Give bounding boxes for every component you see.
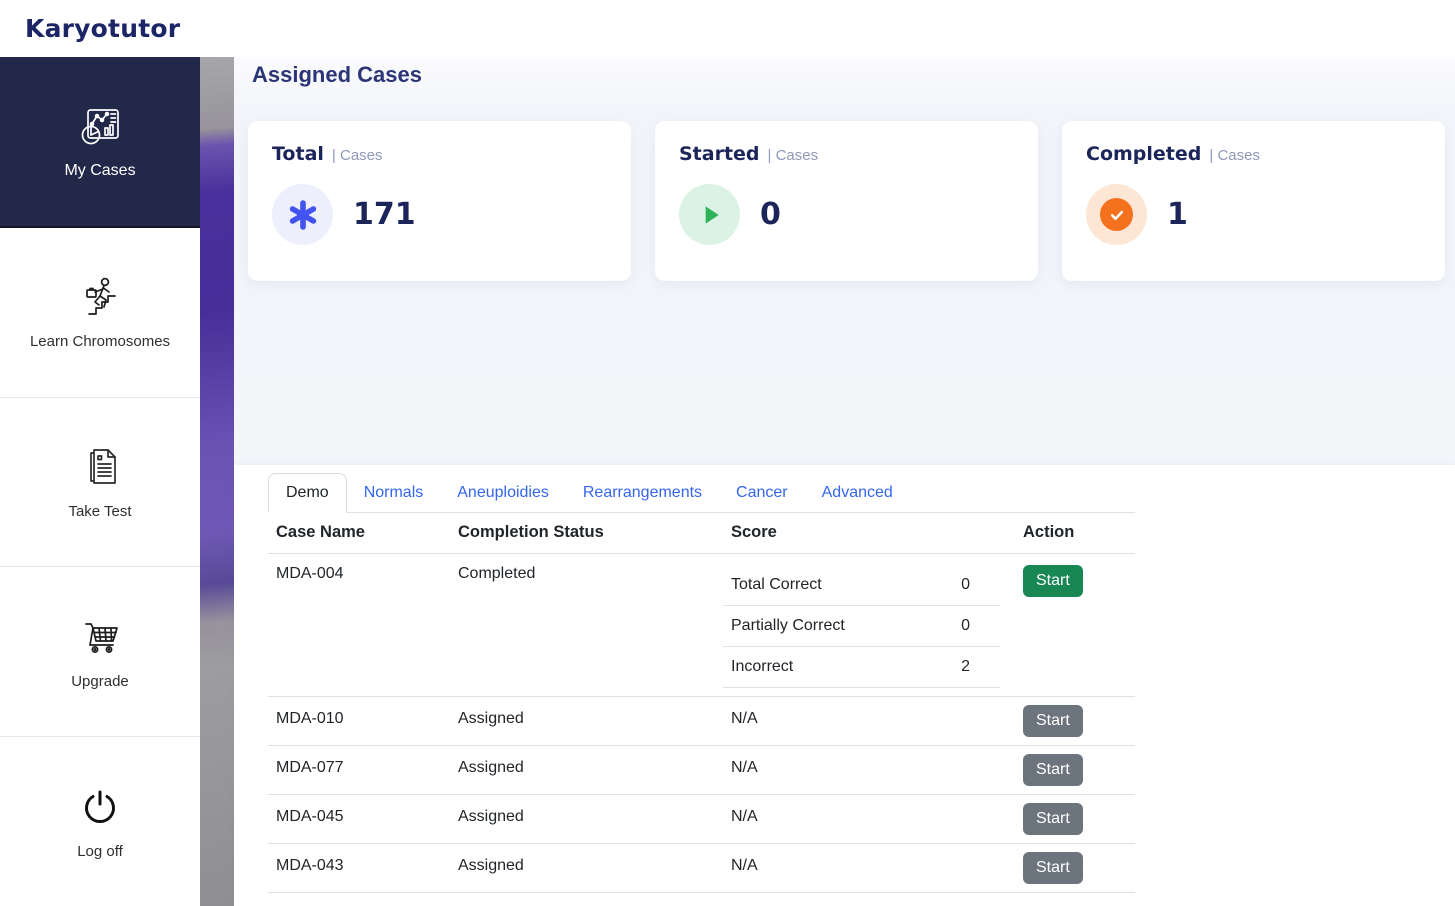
tab-advanced[interactable]: Advanced (821, 484, 893, 501)
page-title: Assigned Cases (252, 62, 422, 87)
sidebar-item-label: Take Test (68, 502, 132, 520)
action-cell: Start (1015, 844, 1135, 892)
case-name: MDA-004 (276, 565, 344, 582)
asterisk-icon (272, 184, 333, 245)
completion-status: Assigned (458, 710, 524, 727)
score-label: Incorrect (731, 658, 794, 675)
column-header-score: Score (731, 523, 777, 541)
score-breakdown-row: Incorrect 2 (723, 647, 1000, 688)
start-button[interactable]: Start (1023, 565, 1083, 597)
stat-card-subtitle: | Cases (767, 147, 819, 164)
check-icon (1086, 184, 1147, 245)
sidebar-item-learn-chromosomes[interactable]: Learn Chromosomes (0, 228, 200, 398)
stat-card-title: Total (272, 143, 324, 165)
score: N/A (731, 710, 758, 727)
table-header-row: Case Name Completion Status Score Action (268, 513, 1135, 554)
stat-card-title: Started (679, 143, 760, 165)
case-name: MDA-043 (276, 857, 344, 874)
tab-normals[interactable]: Normals (363, 484, 424, 501)
table-row: MDA-077 Assigned N/A Start (268, 746, 1135, 795)
stat-card-started: Started | Cases 0 (655, 121, 1038, 281)
start-button[interactable]: Start (1023, 754, 1083, 786)
table-row: MDA-004 Completed Total Correct 0 Partia… (268, 554, 1135, 697)
test-document-icon (76, 444, 124, 492)
main-content: Assigned Cases Total | Cases 17 (234, 57, 1455, 906)
play-icon (679, 184, 740, 245)
score-value: 0 (961, 576, 970, 593)
case-name: MDA-045 (276, 808, 344, 825)
sidebar-item-upgrade[interactable]: Upgrade (0, 567, 200, 738)
case-name: MDA-077 (276, 759, 344, 776)
sidebar-item-take-test[interactable]: Take Test (0, 398, 200, 568)
sidebar-item-label: My Cases (64, 161, 136, 179)
column-header-case-name: Case Name (276, 523, 365, 541)
completion-status: Assigned (458, 857, 524, 874)
table-row: MDA-045 Assigned N/A Start (268, 795, 1135, 844)
action-cell: Start (1015, 554, 1135, 696)
score: N/A (731, 857, 758, 874)
tab-demo[interactable]: Demo (268, 473, 347, 513)
learn-stairs-icon (76, 274, 124, 322)
sidebar-item-label: Learn Chromosomes (29, 333, 171, 351)
score-breakdown-row: Total Correct 0 (723, 565, 1000, 606)
completion-status: Completed (458, 565, 536, 582)
action-cell: Start (1015, 746, 1135, 794)
stat-cards: Total | Cases 171 Started (248, 121, 1455, 281)
stat-card-value: 1 (1167, 197, 1188, 232)
stat-card-value: 0 (760, 197, 781, 232)
score: N/A (731, 808, 758, 825)
score-value: 0 (961, 617, 970, 634)
stat-card-completed: Completed | Cases 1 (1062, 121, 1445, 281)
start-button[interactable]: Start (1023, 852, 1083, 884)
score-label: Total Correct (731, 576, 822, 593)
sidebar-item-label: Upgrade (71, 672, 129, 690)
app-logo: Karyotutor (25, 14, 181, 43)
stat-card-subtitle: | Cases (331, 147, 383, 164)
table-row: MDA-043 Assigned N/A Start (268, 844, 1135, 893)
score-label: Partially Correct (731, 617, 845, 634)
tab-rearrangements[interactable]: Rearrangements (582, 484, 703, 501)
table-row: MDA-010 Assigned N/A Start (268, 697, 1135, 746)
start-button[interactable]: Start (1023, 705, 1083, 737)
stat-card-subtitle: | Cases (1209, 147, 1260, 164)
sidebar: My Cases Learn Chromosomes (0, 57, 200, 906)
background-image-strip (200, 57, 234, 906)
action-cell: Start (1015, 697, 1135, 745)
cases-table: Case Name Completion Status Score Action… (268, 513, 1135, 893)
completion-status: Assigned (458, 759, 524, 776)
power-icon (76, 784, 124, 832)
completion-status: Assigned (458, 808, 524, 825)
case-category-tabs: Demo Normals Aneuploidies Rearrangements… (268, 473, 1135, 513)
tab-cancer[interactable]: Cancer (736, 484, 788, 501)
tab-aneuploidies[interactable]: Aneuploidies (457, 484, 549, 501)
action-cell: Start (1015, 795, 1135, 843)
start-button[interactable]: Start (1023, 803, 1083, 835)
sidebar-item-log-off[interactable]: Log off (0, 737, 200, 906)
score-breakdown-row: Partially Correct 0 (723, 606, 1000, 647)
score: N/A (731, 759, 758, 776)
column-header-completion-status: Completion Status (458, 523, 604, 541)
score-breakdown: Total Correct 0 Partially Correct 0 Inco… (723, 554, 1015, 696)
shopping-cart-icon (76, 614, 124, 662)
stat-card-value: 171 (353, 197, 416, 232)
cases-analytics-icon (76, 103, 124, 151)
column-header-action: Action (1023, 523, 1075, 541)
stat-card-total: Total | Cases 171 (248, 121, 631, 281)
cases-panel: Demo Normals Aneuploidies Rearrangements… (234, 465, 1455, 906)
case-name: MDA-010 (276, 710, 344, 727)
score-value: 2 (961, 658, 970, 675)
sidebar-item-my-cases[interactable]: My Cases (0, 57, 200, 228)
stat-card-title: Completed (1086, 143, 1202, 165)
sidebar-item-label: Log off (77, 842, 123, 860)
app-header: Karyotutor (0, 0, 1455, 57)
